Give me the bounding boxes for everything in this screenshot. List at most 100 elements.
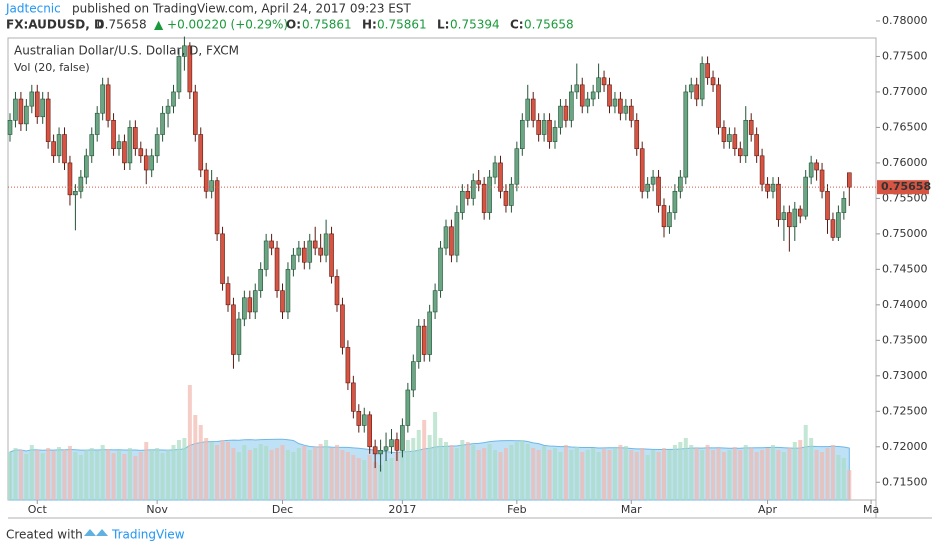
volume-bar — [345, 452, 350, 500]
candle-body — [269, 240, 274, 249]
x-tick-label: Dec — [272, 503, 293, 516]
candle-body — [618, 98, 623, 114]
chart-title: Australian Dollar/U.S. Dollar, D, FXCM — [14, 44, 239, 58]
author[interactable]: Jadtecnic — [5, 2, 61, 16]
open-label: O: — [286, 18, 301, 32]
volume-bar — [694, 448, 699, 500]
candle-body — [579, 84, 585, 107]
candle-body — [623, 105, 629, 114]
volume-bar — [531, 448, 536, 500]
volume-bar — [296, 448, 301, 500]
volume-bar — [836, 455, 841, 500]
candle-body — [242, 297, 247, 320]
volume-bar — [553, 448, 557, 500]
candle-body — [367, 414, 373, 448]
volume-bar — [329, 448, 334, 500]
volume-bar — [683, 438, 688, 500]
candle-body — [225, 283, 231, 306]
candle-body — [530, 98, 536, 121]
candle-body — [421, 325, 427, 355]
candle-body — [62, 134, 67, 164]
candle-body — [547, 120, 552, 142]
candle-body — [236, 318, 242, 355]
y-tick-label: 0.76500 — [882, 120, 928, 133]
volume-bar — [138, 452, 143, 500]
candle-body — [160, 112, 165, 135]
volume-bar — [711, 450, 716, 500]
y-tick-label: 0.76000 — [882, 156, 928, 169]
candle-body — [454, 212, 460, 256]
volume-bar — [591, 448, 596, 500]
volume-bar — [585, 450, 590, 500]
volume-bar — [51, 451, 56, 500]
volume-bar — [618, 445, 623, 500]
volume-bar — [602, 449, 607, 500]
candle-body — [737, 148, 743, 157]
volume-bar — [73, 452, 78, 500]
candle-body — [105, 84, 111, 121]
volume-bar — [612, 448, 617, 500]
candle-body — [231, 304, 236, 355]
candle-body — [372, 446, 378, 455]
high-label: H: — [362, 18, 377, 32]
brand[interactable]: TradingView — [111, 528, 185, 542]
candle-body — [410, 361, 416, 391]
candle-body — [841, 198, 847, 213]
candle-body — [301, 247, 307, 263]
candle-body — [552, 127, 558, 142]
volume-bar — [253, 448, 258, 500]
volume-bar — [498, 452, 503, 500]
x-tick-label: Apr — [758, 503, 778, 516]
candle-body — [732, 134, 738, 150]
candle-body — [705, 63, 710, 79]
published: published on TradingView.com, April 24, … — [72, 2, 412, 16]
volume-bar — [302, 446, 307, 500]
volume-bar — [411, 438, 416, 500]
volume-bar — [738, 450, 743, 500]
candle-body — [214, 180, 220, 235]
symbol: FX:AUDUSD, D — [6, 18, 104, 32]
volume-bar — [841, 458, 846, 500]
volume-bar — [454, 448, 459, 500]
volume-bar — [427, 435, 432, 500]
volume-bar — [117, 450, 121, 500]
volume-bar — [204, 438, 209, 500]
y-tick-label: 0.72500 — [882, 404, 928, 417]
candle-body — [607, 84, 612, 107]
candle-body — [808, 162, 814, 178]
volume-bar — [727, 450, 732, 500]
candle-body — [536, 120, 541, 135]
volume-bar — [809, 438, 814, 500]
candle-body — [18, 98, 24, 125]
x-tick-label: Mar — [621, 503, 642, 516]
candle-body — [814, 162, 819, 171]
volume-bar — [656, 452, 661, 500]
candle-body — [797, 208, 803, 217]
last: 0.75658 — [97, 18, 147, 32]
volume-bar — [721, 452, 726, 500]
y-tick-label: 0.73000 — [882, 369, 928, 382]
x-tick-label: Feb — [507, 503, 526, 516]
candle-body — [716, 84, 721, 128]
candle-body — [394, 439, 400, 451]
candle-body — [247, 297, 253, 313]
candle-body — [138, 148, 144, 157]
candle-body — [187, 45, 193, 93]
candle-body — [307, 240, 313, 263]
volume-bar — [689, 445, 694, 500]
candle-body — [836, 212, 841, 238]
candle-body — [340, 304, 345, 348]
volume-bar — [678, 442, 683, 500]
candle-body — [127, 127, 133, 164]
volume-bar — [596, 452, 601, 500]
created-with: Created with — [6, 528, 83, 542]
volume-bar — [487, 444, 492, 500]
volume-bar — [384, 460, 389, 500]
open: 0.75861 — [302, 18, 352, 32]
y-tick-label: 0.78000 — [882, 14, 928, 27]
volume-bar — [291, 452, 296, 500]
volume-bar — [405, 440, 410, 500]
candle-body — [770, 183, 776, 192]
volume-bar — [356, 458, 361, 500]
